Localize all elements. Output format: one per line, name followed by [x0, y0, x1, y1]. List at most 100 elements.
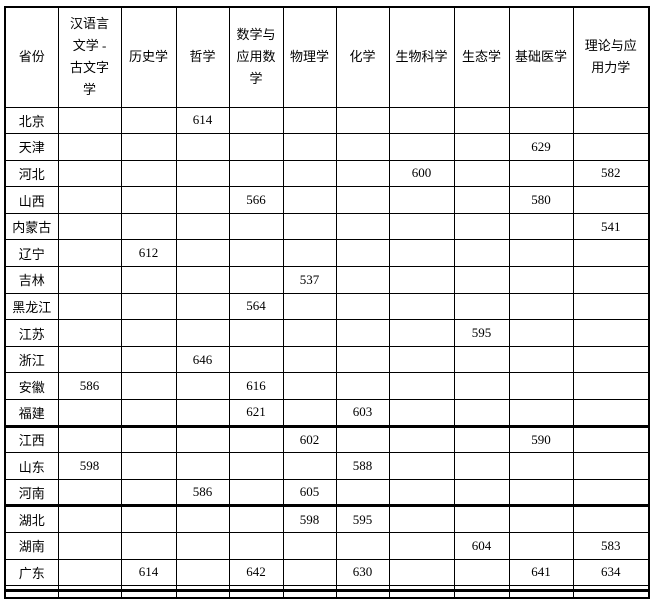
score-cell — [508, 106, 574, 135]
province-cell: 安徽 — [4, 372, 59, 401]
score-cell — [453, 266, 510, 294]
column-header-province: 省份 — [4, 6, 59, 108]
table-row: 北京 614 — [4, 106, 650, 135]
score-cell — [508, 159, 574, 188]
column-header-chinese-paleography: 汉语言 文学 - 古文字 学 — [57, 6, 122, 108]
score-cell — [120, 133, 177, 161]
score-cell — [120, 452, 177, 480]
table-row: 内蒙古 541 — [4, 212, 650, 241]
score-cell — [572, 106, 650, 135]
score-cell — [120, 159, 177, 188]
table-row: 黑龙江 564 — [4, 292, 650, 321]
score-cell — [228, 319, 284, 347]
score-cell — [508, 292, 574, 321]
score-cell — [335, 133, 390, 161]
score-cell — [388, 478, 455, 508]
score-cell — [388, 266, 455, 294]
province-cell: 天津 — [4, 133, 59, 161]
score-cell — [572, 452, 650, 480]
score-cell — [388, 558, 455, 587]
score-cell — [282, 372, 337, 401]
score-cell: 598 — [282, 505, 337, 533]
score-cell — [453, 452, 510, 480]
score-cell — [508, 372, 574, 401]
score-cell — [335, 345, 390, 374]
score-cell — [572, 345, 650, 374]
score-cell: 564 — [228, 292, 284, 321]
province-cell: 江西 — [4, 425, 59, 454]
score-cell — [175, 292, 230, 321]
score-cell — [57, 345, 122, 374]
province-cell: 湖北 — [4, 505, 59, 533]
table-row: 山西 566 580 — [4, 186, 650, 214]
score-cell: 642 — [228, 558, 284, 587]
score-cell: 595 — [335, 505, 390, 533]
score-cell — [228, 106, 284, 135]
column-header-physics: 物理学 — [282, 6, 337, 108]
score-cell — [282, 106, 337, 135]
score-cell — [282, 159, 337, 188]
score-cell — [175, 133, 230, 161]
score-cell — [388, 133, 455, 161]
score-cell: 621 — [228, 399, 284, 428]
province-cell: 北京 — [4, 106, 59, 135]
column-header-mathematics: 数学与 应用数 学 — [228, 6, 284, 108]
score-cell: 614 — [120, 558, 177, 587]
score-cell — [57, 399, 122, 428]
header-row: 省份 汉语言 文学 - 古文字 学 历史学 哲学 数学与 应用数 学 物理学 化… — [4, 6, 650, 108]
score-cell — [388, 505, 455, 533]
score-cell — [335, 319, 390, 347]
score-cell — [120, 319, 177, 347]
score-cell — [335, 212, 390, 241]
score-cell — [57, 133, 122, 161]
score-cell — [228, 159, 284, 188]
score-cell — [335, 266, 390, 294]
score-cell — [282, 292, 337, 321]
score-cell — [388, 319, 455, 347]
province-cell: 江苏 — [4, 319, 59, 347]
score-cell: 583 — [572, 532, 650, 560]
score-cell — [453, 186, 510, 214]
score-cell — [120, 106, 177, 135]
score-cell — [282, 319, 337, 347]
score-cell: 629 — [508, 133, 574, 161]
score-cell — [120, 425, 177, 454]
score-cell — [453, 106, 510, 135]
score-cell — [453, 133, 510, 161]
empty-cell — [175, 585, 230, 599]
score-cell — [335, 186, 390, 214]
table-row: 河北 600 582 — [4, 159, 650, 188]
score-cell — [57, 558, 122, 587]
province-cell: 吉林 — [4, 266, 59, 294]
score-cell — [508, 452, 574, 480]
score-cell — [388, 345, 455, 374]
score-cell — [508, 532, 574, 560]
score-cell — [572, 372, 650, 401]
score-cell — [57, 106, 122, 135]
score-cell — [508, 505, 574, 533]
score-cell: 580 — [508, 186, 574, 214]
province-cell: 河北 — [4, 159, 59, 188]
score-cell — [453, 212, 510, 241]
score-cell — [120, 372, 177, 401]
score-cell — [572, 425, 650, 454]
score-cell — [57, 478, 122, 508]
score-cell — [453, 478, 510, 508]
score-cell: 603 — [335, 399, 390, 428]
score-cell — [282, 133, 337, 161]
province-cell: 湖南 — [4, 532, 59, 560]
score-cell — [228, 345, 284, 374]
score-cell — [388, 212, 455, 241]
score-cell — [282, 345, 337, 374]
score-cell — [228, 452, 284, 480]
score-cell — [228, 478, 284, 508]
score-cell — [175, 212, 230, 241]
table-row: 浙江 646 — [4, 345, 650, 374]
score-cell — [388, 425, 455, 454]
score-cell — [57, 532, 122, 560]
score-cell — [453, 558, 510, 587]
score-cell: 566 — [228, 186, 284, 214]
score-cell — [572, 505, 650, 533]
score-cell — [175, 159, 230, 188]
score-cell — [228, 505, 284, 533]
